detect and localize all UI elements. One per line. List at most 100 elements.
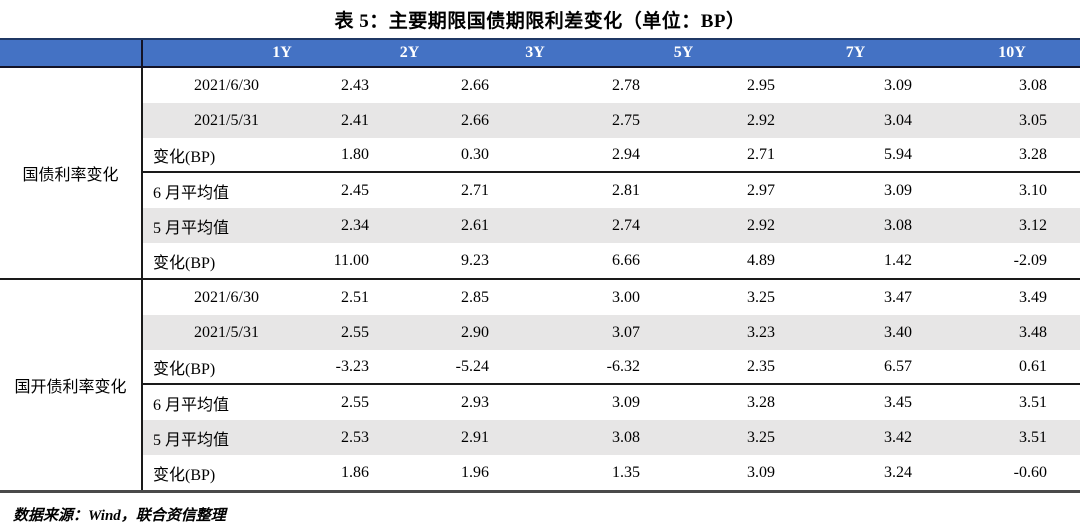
data-cell: 2.95 [747,76,775,94]
row-label: 6 月平均值 [153,184,230,202]
data-cell: 2.55 [341,323,369,341]
data-cell: 2.71 [747,145,775,163]
column-header-1y: 1Y [272,44,292,61]
data-cell: 3.51 [1019,393,1047,411]
data-cell: 2.90 [461,323,489,341]
data-cell: 3.42 [884,428,912,446]
table-row: 2021/5/31 2.55 2.90 3.07 3.23 3.40 3.48 [143,315,1080,350]
data-cell: 0.61 [1019,357,1047,375]
row-label: 变化(BP) [153,148,216,166]
data-cell: 2.34 [341,216,369,234]
column-header-7y: 7Y [845,44,866,61]
table-title: 表 5：主要期限国债期限利差变化（单位：BP） [334,10,746,32]
data-cell: 2.66 [461,76,489,94]
data-cell: 2.71 [461,181,489,199]
row-label: 6 月平均值 [153,396,230,414]
data-cell: 3.10 [1019,181,1047,199]
data-cell: 2.45 [341,181,369,199]
data-cell: 2.61 [461,216,489,234]
data-cell: 1.96 [461,463,489,481]
data-cell: 3.09 [884,181,912,199]
data-cell: 1.86 [341,463,369,481]
data-cell: 3.28 [747,393,775,411]
column-header-5y: 5Y [673,44,694,61]
data-cell: 3.12 [1019,216,1047,234]
data-cell: 3.48 [1019,323,1047,341]
data-cell: 3.09 [747,463,775,481]
data-cell: 1.42 [884,251,912,269]
data-cell: 3.08 [612,428,640,446]
data-cell: 2.53 [341,428,369,446]
row-label: 5 月平均值 [153,431,230,449]
data-cell: 3.23 [747,323,775,341]
data-cell: -0.60 [1013,463,1047,481]
data-cell: 2.75 [612,111,640,129]
row-label: 变化(BP) [153,360,216,378]
column-header-3y: 3Y [525,44,545,61]
table-row: 变化(BP) 1.80 0.30 2.94 2.71 5.94 3.28 [143,138,1080,173]
data-cell: 3.24 [884,463,912,481]
data-cell: 3.25 [747,288,775,306]
data-cell: 9.23 [461,251,489,269]
data-cell: 2.41 [341,111,369,129]
data-cell: 2.91 [461,428,489,446]
group-rows: 2021/6/30 2.43 2.66 2.78 2.95 3.09 3.08 … [143,68,1080,278]
table-row: 2021/5/31 2.41 2.66 2.75 2.92 3.04 3.05 [143,103,1080,138]
data-cell: 3.51 [1019,428,1047,446]
row-label: 2021/6/30 [194,288,259,306]
group-label: 国开债利率变化 [0,280,143,490]
data-cell: 2.66 [461,111,489,129]
table-row: 2021/6/30 2.43 2.66 2.78 2.95 3.09 3.08 [143,68,1080,103]
data-cell: 3.09 [884,76,912,94]
column-header-2y: 2Y [399,44,420,61]
data-cell: 3.47 [884,288,912,306]
table-row: 5 月平均值 2.34 2.61 2.74 2.92 3.08 3.12 [143,208,1080,243]
row-label: 2021/6/30 [194,76,259,94]
data-cell: -6.32 [606,357,640,375]
data-cell: 3.04 [884,111,912,129]
table-row: 变化(BP) 11.00 9.23 6.66 4.89 1.42 -2.09 [143,243,1080,278]
table-row: 变化(BP) 1.86 1.96 1.35 3.09 3.24 -0.60 [143,455,1080,490]
data-cell: 2.55 [341,393,369,411]
data-cell: 2.43 [341,76,369,94]
data-cell: 2.92 [747,111,775,129]
table-row: 变化(BP) -3.23 -5.24 -6.32 2.35 6.57 0.61 [143,350,1080,385]
data-cell: 5.94 [884,145,912,163]
data-cell: 2.78 [612,76,640,94]
data-cell: 4.89 [747,251,775,269]
row-label: 2021/5/31 [194,111,259,129]
data-cell: 3.09 [612,393,640,411]
header-corner-cell [0,40,143,66]
group-rows: 2021/6/30 2.51 2.85 3.00 3.25 3.47 3.49 … [143,280,1080,490]
column-header-10y: 10Y [998,44,1026,61]
row-label: 2021/5/31 [194,323,259,341]
data-cell: 6.66 [612,251,640,269]
data-cell: 2.35 [747,357,775,375]
data-cell: 3.45 [884,393,912,411]
data-source-note: 数据来源：Wind，联合资信整理 [13,508,226,522]
data-cell: 1.35 [612,463,640,481]
data-cell: 2.85 [461,288,489,306]
data-cell: 2.74 [612,216,640,234]
row-label: 变化(BP) [153,466,216,484]
data-cell: 2.92 [747,216,775,234]
table-row: 2021/6/30 2.51 2.85 3.00 3.25 3.47 3.49 [143,280,1080,315]
data-cell: 2.94 [612,145,640,163]
data-cell: -2.09 [1013,251,1047,269]
data-cell: 11.00 [333,251,369,269]
row-label: 变化(BP) [153,254,216,272]
row-label: 5 月平均值 [153,219,230,237]
data-cell: -3.23 [335,357,369,375]
data-cell: 3.28 [1019,145,1047,163]
data-cell: 2.81 [612,181,640,199]
table-group-cdb: 国开债利率变化 2021/6/30 2.51 2.85 3.00 3.25 3.… [0,280,1080,493]
data-cell: 3.40 [884,323,912,341]
data-cell: 3.00 [612,288,640,306]
data-cell: 3.05 [1019,111,1047,129]
data-cell: 0.30 [461,145,489,163]
data-cell: 3.25 [747,428,775,446]
data-cell: 2.93 [461,393,489,411]
table-row: 5 月平均值 2.53 2.91 3.08 3.25 3.42 3.51 [143,420,1080,455]
table-header-row: 1Y 2Y 3Y 5Y 7Y 10Y [0,38,1080,68]
table-row: 6 月平均值 2.45 2.71 2.81 2.97 3.09 3.10 [143,173,1080,208]
